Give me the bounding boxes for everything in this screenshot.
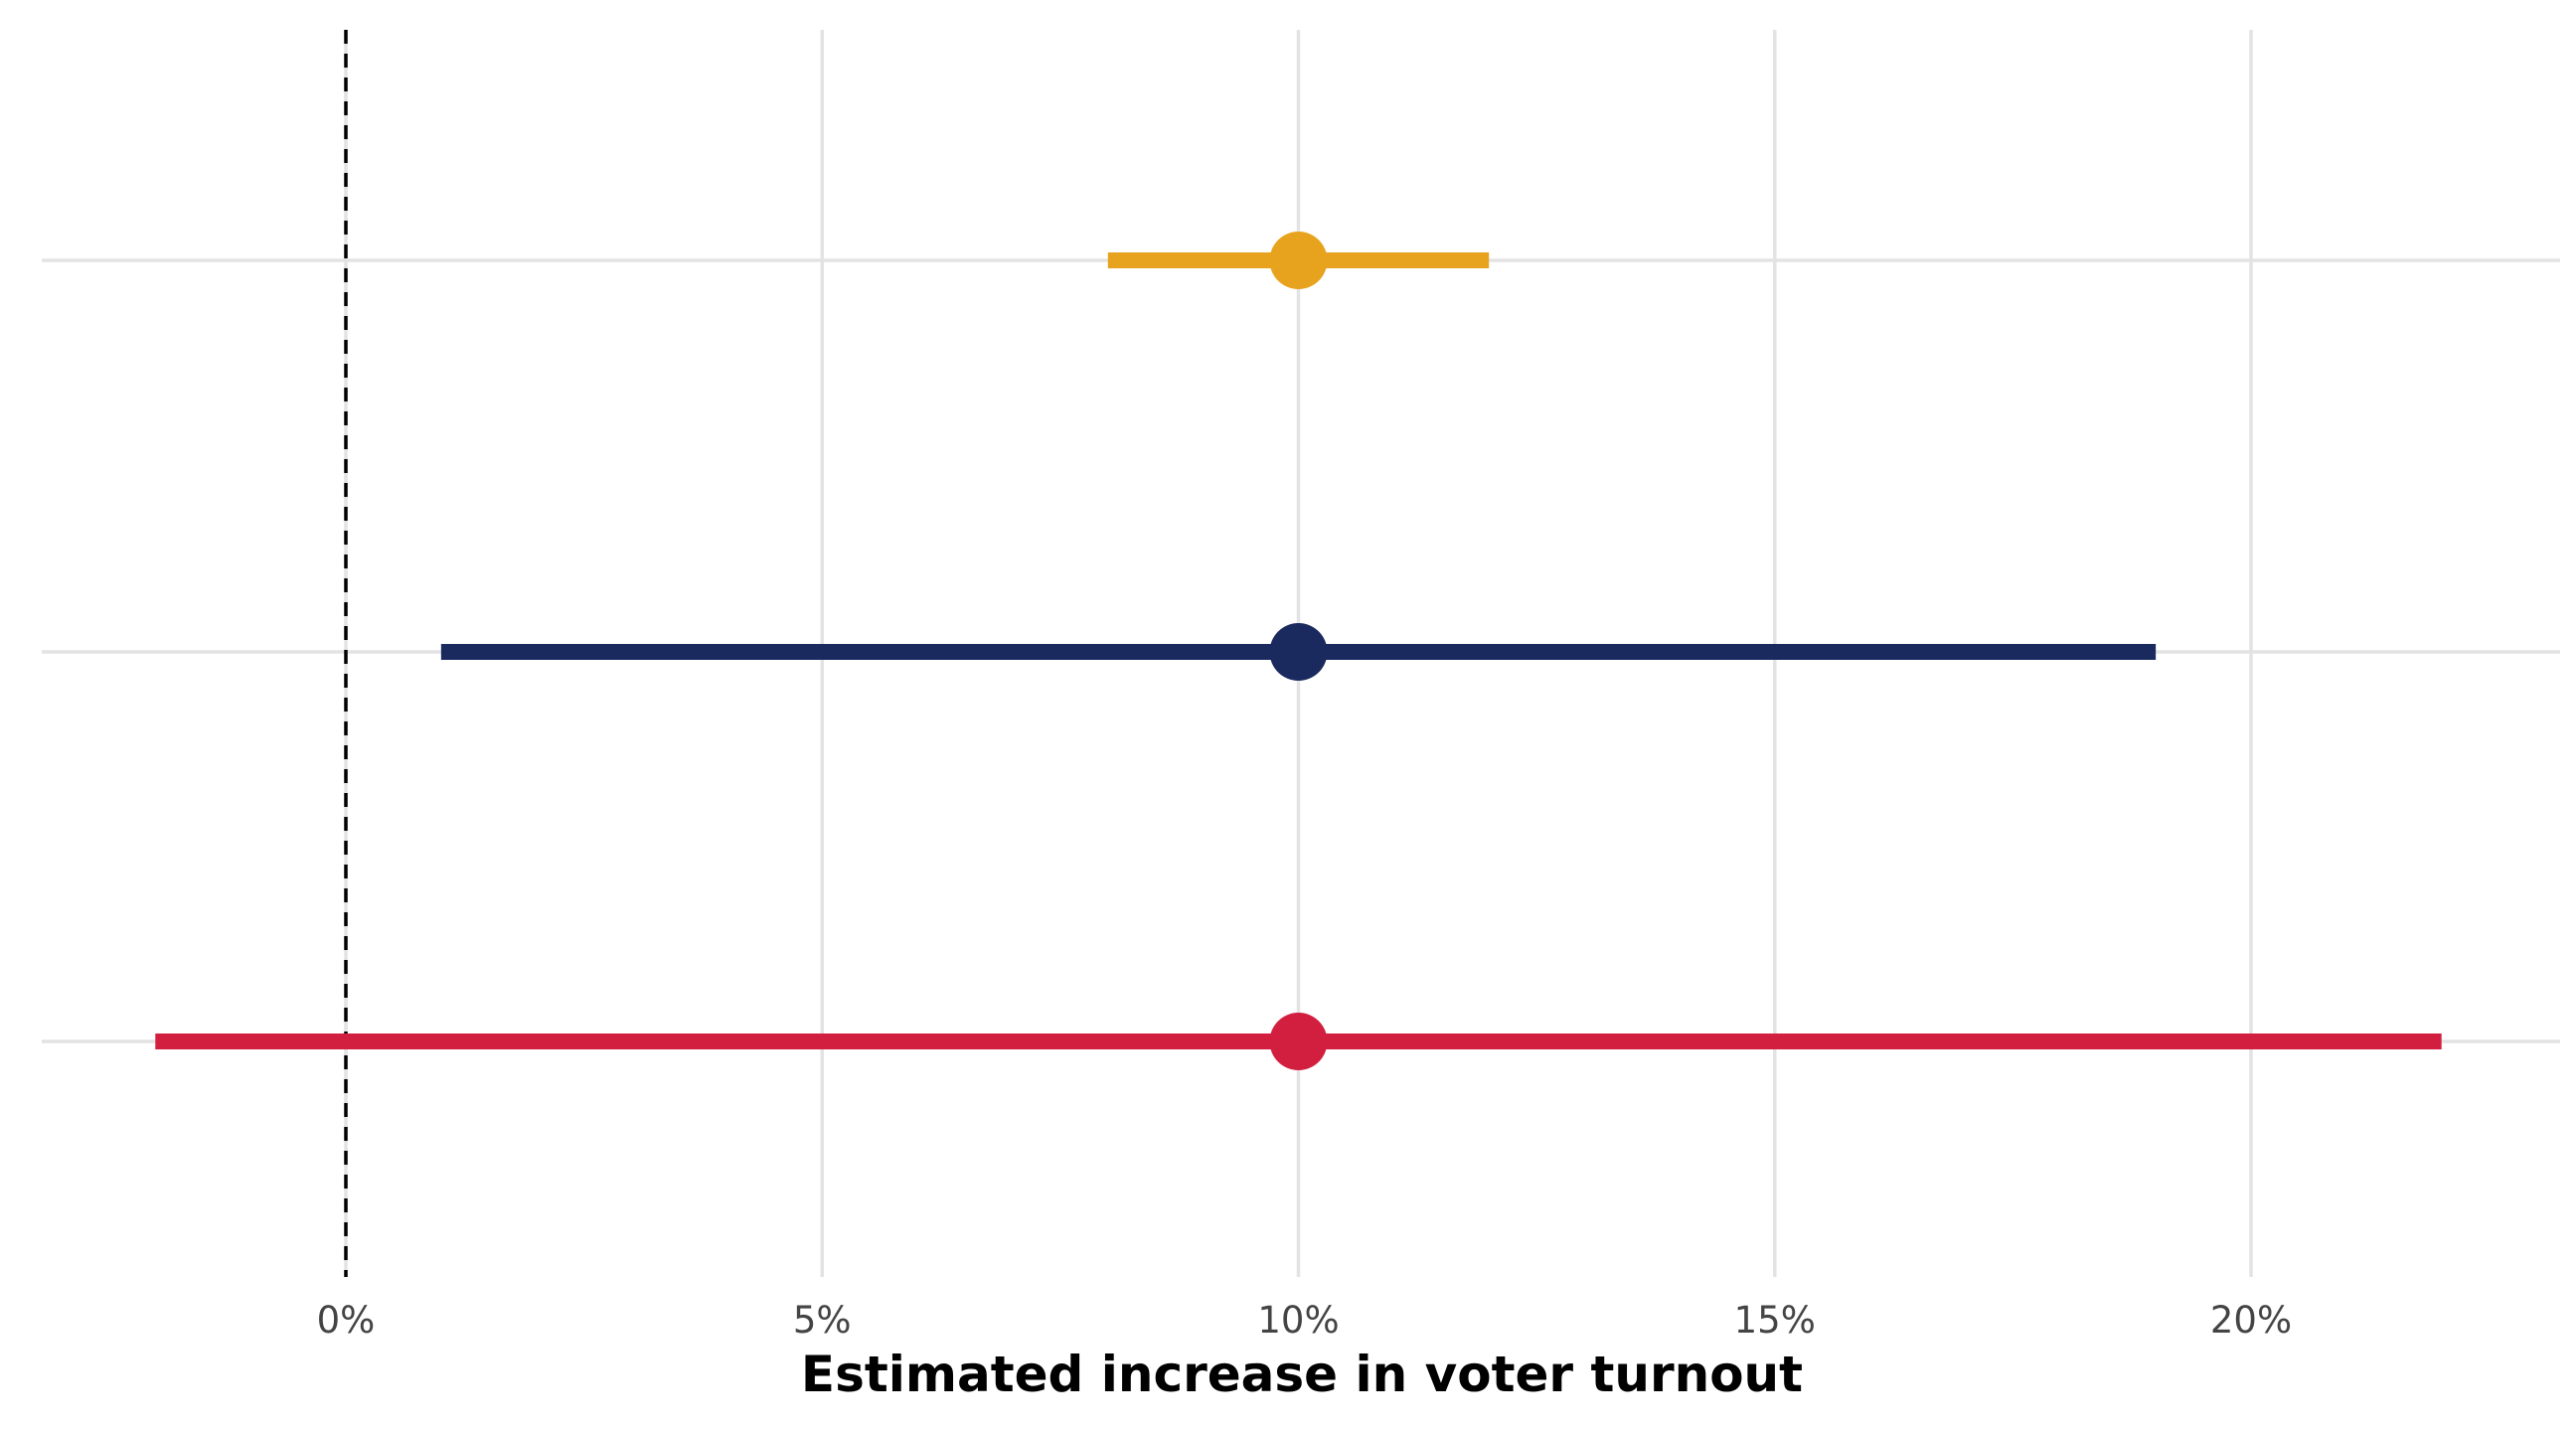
x-tick-label-0: 0% bbox=[317, 1299, 376, 1342]
estimate-point-0 bbox=[1269, 232, 1328, 289]
estimate-point-2 bbox=[1269, 1013, 1328, 1070]
marks-layer bbox=[155, 232, 2442, 1070]
x-tick-labels: 0% 5% 10% 15% 20% bbox=[317, 1299, 2292, 1342]
x-tick-label-3: 15% bbox=[1734, 1299, 1816, 1342]
x-tick-label-2: 10% bbox=[1257, 1299, 1339, 1342]
estimate-point-1 bbox=[1269, 623, 1328, 681]
x-axis-title: Estimated increase in voter turnout bbox=[801, 1346, 1803, 1403]
x-tick-label-1: 5% bbox=[793, 1299, 852, 1342]
x-tick-label-4: 20% bbox=[2210, 1299, 2292, 1342]
